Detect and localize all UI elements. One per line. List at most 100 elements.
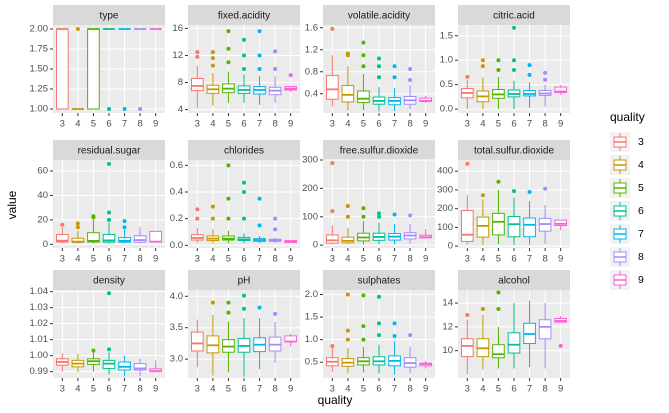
facet-title: total.sulfur.dioxide (474, 146, 554, 157)
y-tick-label: 3.5 (170, 322, 183, 333)
facet-title: pH (238, 276, 251, 287)
legend-label: 6 (638, 205, 644, 217)
outlier (408, 67, 413, 71)
outlier (543, 77, 548, 82)
box (56, 28, 69, 110)
outlier (345, 214, 350, 219)
x-tick-label: 5 (226, 384, 231, 395)
box (133, 363, 147, 371)
x-tick-label: 4 (210, 119, 215, 130)
y-tick-label: 1.02 (30, 318, 49, 329)
outlier (330, 209, 335, 214)
outlier (257, 67, 262, 71)
strip (188, 270, 300, 290)
y-tick-label: 1.00 (30, 104, 49, 115)
outlier (242, 180, 246, 185)
legend-label: 5 (638, 182, 644, 194)
outlier (242, 67, 246, 71)
x-tick-label: 5 (91, 384, 96, 395)
outlier (195, 54, 200, 59)
outlier (226, 310, 231, 315)
outlier (345, 51, 350, 56)
outlier (480, 64, 485, 69)
x-tick-label: 3 (330, 119, 335, 130)
outlier (377, 214, 381, 219)
y-tick-label: 1.0 (305, 334, 318, 345)
outlier (122, 107, 127, 111)
box (149, 230, 162, 243)
x-tick-label: 6 (106, 254, 111, 265)
strip (458, 140, 570, 160)
box (476, 216, 490, 238)
outlier (527, 190, 532, 195)
x-tick-label: 9 (288, 119, 293, 130)
x-tick-label: 9 (558, 119, 563, 130)
x-tick-label: 4 (75, 119, 80, 130)
outlier (496, 58, 501, 63)
x-tick-label: 6 (241, 254, 246, 265)
box (56, 234, 69, 243)
box (523, 217, 536, 238)
x-tick-label: 3 (195, 119, 200, 130)
x-tick-label: 4 (345, 119, 350, 130)
outlier (361, 337, 366, 342)
facet-title: alcohol (498, 276, 530, 287)
outlier (257, 223, 262, 228)
box (461, 210, 474, 242)
x-tick-label: 6 (511, 384, 516, 395)
box (461, 338, 474, 358)
y-tick-label: 0 (43, 239, 48, 250)
y-tick-label: 100 (302, 211, 318, 222)
y-tick-label: 200 (302, 183, 318, 194)
outlier (242, 190, 246, 194)
x-tick-label: 4 (345, 254, 350, 265)
outlier (210, 216, 215, 221)
outlier (377, 64, 381, 69)
x-tick-label: 3 (60, 119, 65, 130)
y-tick-label: 0 (313, 240, 318, 251)
legend-label: 9 (638, 274, 644, 286)
x-tick-label: 3 (465, 254, 470, 265)
x-tick-label: 6 (376, 254, 381, 265)
box (554, 86, 567, 93)
x-tick-label: 3 (465, 119, 470, 130)
facet-title: residual.sugar (78, 146, 141, 157)
y-tick-label: 0.0 (440, 104, 453, 115)
outlier (257, 305, 262, 310)
outlier (377, 294, 381, 299)
strip (53, 140, 165, 160)
outlier (107, 161, 111, 166)
outlier (226, 163, 231, 168)
outlier (408, 333, 413, 338)
outlier (242, 37, 246, 42)
outlier (512, 67, 516, 72)
x-tick-label: 9 (288, 254, 293, 265)
y-tick-label: 0.99 (30, 366, 49, 377)
strip (53, 270, 165, 290)
outlier (377, 75, 381, 80)
y-tick-label: 1.04 (30, 286, 49, 297)
x-tick-label: 8 (137, 384, 142, 395)
x-tick-label: 3 (330, 254, 335, 265)
box (206, 335, 220, 354)
x-tick-label: 6 (106, 384, 111, 395)
box (341, 85, 355, 103)
box (538, 319, 552, 340)
outlier (273, 67, 278, 71)
y-tick-label: 1.0 (440, 55, 453, 66)
box (326, 75, 339, 100)
outlier (512, 25, 516, 30)
outlier (465, 74, 470, 79)
y-tick-label: 300 (437, 184, 453, 195)
outlier (345, 328, 350, 333)
outlier (543, 70, 548, 75)
y-tick-label: 12 (172, 50, 183, 61)
outlier (75, 225, 80, 230)
box (554, 219, 567, 227)
outlier (210, 50, 215, 55)
y-tick-label: 1.50 (30, 64, 49, 75)
strip (188, 5, 300, 25)
outlier (195, 50, 200, 55)
x-tick-label: 6 (376, 384, 381, 395)
outlier (558, 343, 563, 348)
